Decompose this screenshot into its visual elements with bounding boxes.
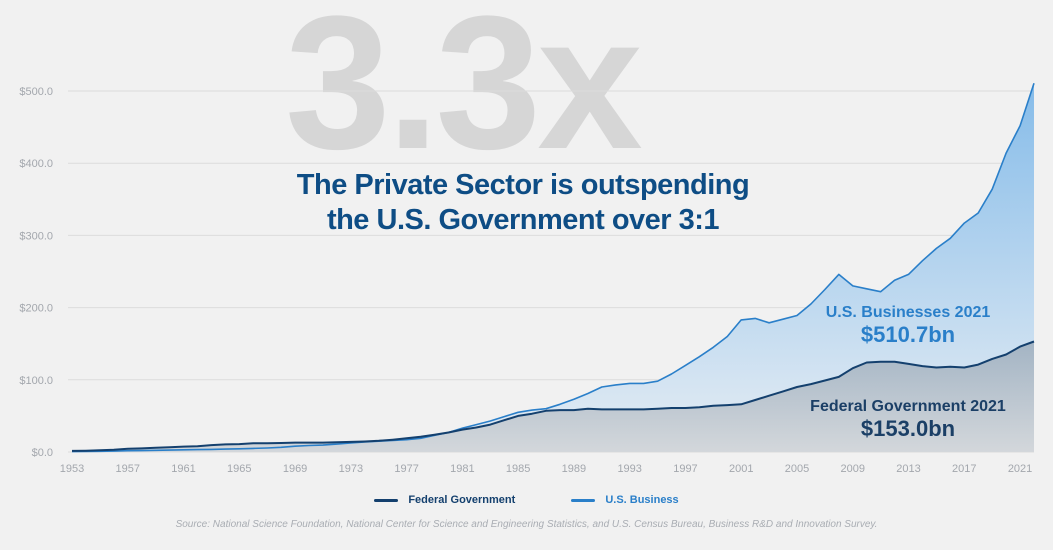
business-annotation-value: $510.7bn bbox=[860, 322, 956, 347]
line-federal-government bbox=[71, 340, 1035, 452]
y-tick-label: $100.0 bbox=[19, 375, 53, 387]
x-tick-label: 1989 bbox=[562, 463, 586, 475]
legend-swatch-business bbox=[571, 498, 596, 502]
title-line-1: The Private Sector is outspending bbox=[296, 169, 750, 201]
x-tick-label: 1969 bbox=[283, 463, 307, 475]
y-tick-label: $500.0 bbox=[19, 86, 53, 98]
business-annotation-label: U.S. Businesses 2021 bbox=[825, 304, 991, 321]
x-tick-label: 2013 bbox=[896, 463, 920, 475]
legend-label-federal: Federal Government bbox=[408, 494, 516, 506]
y-tick-label: $400.0 bbox=[19, 158, 53, 170]
legend-label-business: U.S. Business bbox=[605, 494, 679, 506]
x-tick-label: 1965 bbox=[227, 463, 251, 475]
y-tick-label: $200.0 bbox=[19, 303, 53, 315]
federal-annotation-value: $153.0bn bbox=[860, 416, 956, 441]
watermark-ratio: 3.3x bbox=[285, 0, 643, 189]
x-tick-label: 1981 bbox=[450, 463, 474, 475]
x-tick-label: 2001 bbox=[729, 463, 753, 475]
line-u-s-business bbox=[71, 83, 1035, 453]
x-tick-label: 1977 bbox=[394, 463, 418, 475]
source-note: Source: National Science Foundation, Nat… bbox=[175, 519, 878, 530]
x-tick-label: 2021 bbox=[1008, 463, 1032, 475]
chart-title: The Private Sector is outspending the U.… bbox=[200, 168, 846, 238]
y-tick-label: $0.0 bbox=[32, 447, 53, 459]
x-tick-label: 1993 bbox=[617, 463, 641, 475]
legend-item-business: U.S. Business bbox=[571, 494, 679, 506]
y-tick-label: $300.0 bbox=[19, 230, 53, 242]
x-tick-label: 2005 bbox=[785, 463, 809, 475]
x-tick-label: 1953 bbox=[60, 463, 84, 475]
legend-item-federal: Federal Government bbox=[374, 494, 515, 506]
x-tick-label: 2009 bbox=[841, 463, 865, 475]
x-tick-label: 1957 bbox=[116, 463, 140, 475]
chart: $0.0 $100.0 $200.0 $300.0 $400.0 $500.0 1953 1… bbox=[19, 83, 1035, 475]
legend: Federal Government U.S. Business bbox=[0, 494, 1053, 506]
legend-swatch-federal bbox=[374, 498, 399, 502]
x-tick-label: 2017 bbox=[952, 463, 976, 475]
federal-annotation: Federal Government 2021 $153.0bn bbox=[778, 398, 1038, 442]
title-line-2: the U.S. Government over 3:1 bbox=[326, 204, 720, 236]
x-tick-label: 1985 bbox=[506, 463, 530, 475]
area-federal-government bbox=[72, 341, 1034, 452]
business-annotation: U.S. Businesses 2021 $510.7bn bbox=[778, 304, 1038, 348]
x-tick-label: 1961 bbox=[171, 463, 195, 475]
area-u-s-business bbox=[72, 83, 1034, 453]
x-tick-label: 1973 bbox=[339, 463, 363, 475]
federal-annotation-label: Federal Government 2021 bbox=[810, 398, 1006, 415]
x-tick-label: 1997 bbox=[673, 463, 697, 475]
